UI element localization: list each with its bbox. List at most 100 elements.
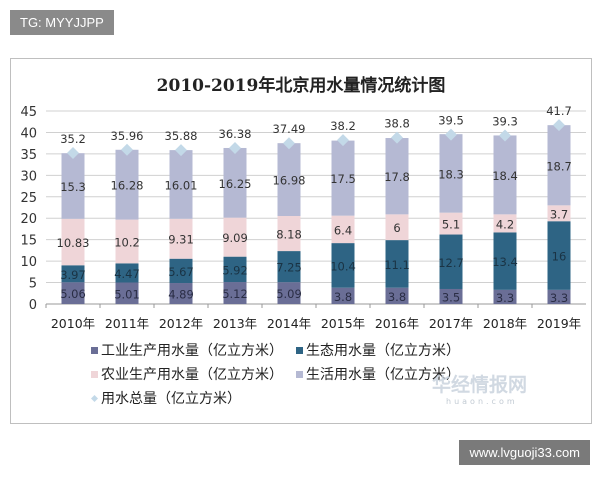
legend-swatch [91,347,98,354]
bar-segment [115,263,139,283]
x-tick-label: 2014年 [267,316,311,331]
legend-label: 生态用水量（亿立方米） [306,343,460,359]
bar-segment [331,140,355,216]
data-label: 16.01 [165,178,198,192]
total-marker [283,137,295,150]
data-label: 10.83 [57,236,90,250]
legend-label: 农业生产用水量（亿立方米） [101,367,283,383]
data-label: 4.89 [168,288,194,302]
bar-segment [385,287,409,304]
data-label: 16 [552,250,567,264]
legend-label: 用水总量（亿立方米） [101,391,241,407]
bar-segment [169,258,193,284]
bar-segment [439,234,463,289]
bar-segment [169,218,193,259]
bar-segment [439,134,463,213]
x-tick-label: 2017年 [429,316,473,331]
chart-frame: 2010-2019年北京用水量情况统计图 0 5 10 15 20 25 30 35 40 45 20… [10,58,592,424]
bar-segment [223,217,247,257]
data-label: 10.4 [330,259,356,273]
bar-segment [385,214,409,241]
bar-segment [493,289,517,304]
bar-segment [439,212,463,235]
total-marker [553,119,565,132]
data-label: 3.97 [60,268,86,282]
bar-segment [277,143,301,216]
data-label: 5.92 [222,263,248,277]
legend-swatch [91,371,98,378]
bar-segment [277,282,301,304]
bar-segment [493,214,517,233]
x-tick-label: 2015年 [321,316,365,331]
bar-segment [223,282,247,304]
legend-label: 生活用水量（亿立方米） [306,367,460,383]
bar-segment [169,283,193,304]
bar-segment [223,256,247,283]
y-tick-label: 25 [20,191,37,206]
watermark-logo: 华经情报网 huaon.com [432,374,528,406]
data-label: 11.1 [384,258,410,272]
x-tick-label: 2018年 [483,316,527,331]
data-label: 3.3 [496,291,514,305]
bar-segment [115,282,139,304]
total-label: 38.8 [384,117,410,131]
data-label: 7.25 [276,261,302,275]
bar-segment [223,147,247,218]
site-tag: www.lvguoji33.com [459,440,590,465]
data-label: 3.8 [388,290,406,304]
data-label: 6.4 [334,223,352,237]
bar-segment [115,149,139,220]
bar-segment [61,282,85,304]
x-tick-label: 2010年 [51,316,95,331]
tg-tag: TG: MYYJJPP [10,10,114,35]
data-label: 3.8 [334,290,352,304]
data-label: 13.4 [492,255,518,269]
data-label: 3.5 [442,290,460,304]
legend-label: 工业生产用水量（亿立方米） [101,343,283,359]
x-tick-label: 2019年 [537,316,581,331]
total-marker [445,128,457,141]
chart-title: 2010-2019年北京用水量情况统计图 [157,75,446,96]
bar-segment [385,240,409,288]
bar-segment [331,215,355,244]
data-label: 16.98 [273,174,306,188]
y-tick-label: 15 [20,234,37,249]
y-tick-label: 35 [20,148,37,163]
data-label: 3.7 [550,207,568,221]
bar-segment [547,205,571,222]
y-tick-label: 40 [20,126,37,141]
total-label: 36.38 [219,127,252,141]
bar-segment [277,215,301,252]
legend-swatch [296,347,303,354]
data-label: 6 [393,221,400,235]
x-tick-label: 2012年 [159,316,203,331]
data-label: 16.25 [219,177,252,191]
data-label: 12.7 [438,256,464,270]
data-label: 5.09 [276,287,302,301]
y-tick-label: 0 [29,298,37,313]
total-marker [229,141,241,154]
data-label: 5.12 [222,287,248,301]
total-label: 39.3 [492,114,518,128]
bar-segment [169,150,193,219]
total-label: 38.2 [330,119,356,133]
total-label: 35.96 [111,129,144,143]
data-label: 18.7 [546,159,572,173]
bar-segment [331,287,355,304]
data-label: 9.31 [168,233,194,247]
legend-swatch [296,371,303,378]
data-label: 5.67 [168,265,194,279]
stacked-bar-chart: 2010-2019年北京用水量情况统计图 0 5 10 15 20 25 30 35 40 45 20… [20,75,586,407]
bar-segment [61,153,85,219]
data-label: 5.01 [114,287,140,301]
y-tick-label: 10 [20,255,37,270]
y-tick-label: 20 [20,212,37,227]
bar-segment [439,288,463,304]
total-label: 35.88 [165,129,198,143]
total-marker [337,134,349,147]
bar-segment [547,221,571,290]
bar-segment [547,289,571,304]
bar-segment [547,125,571,206]
total-marker [499,129,511,142]
data-label: 15.3 [60,180,86,194]
